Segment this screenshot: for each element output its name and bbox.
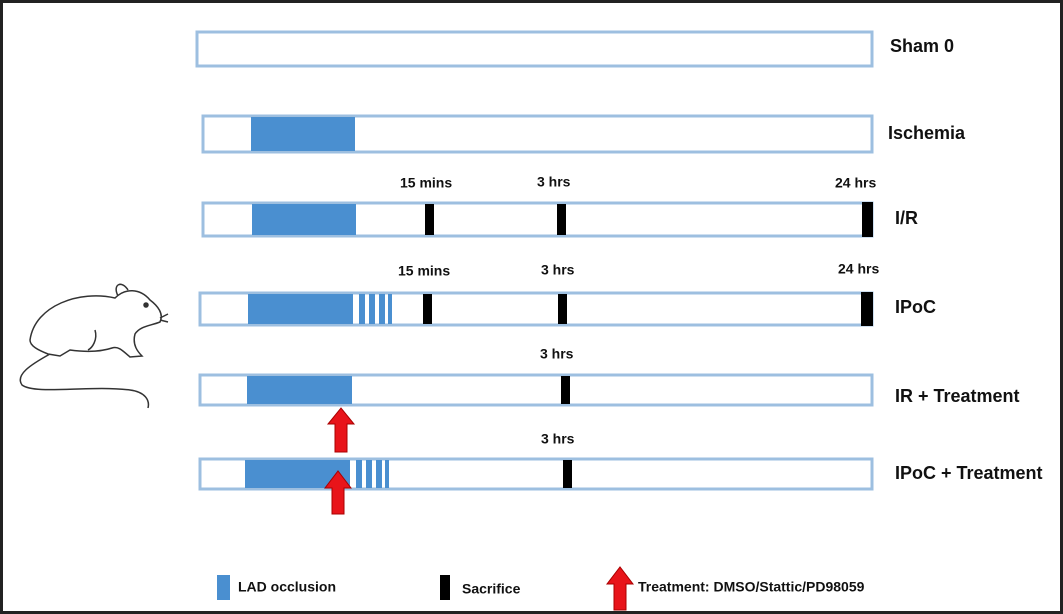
row-label: Sham 0 — [890, 36, 954, 56]
time-label: 15 mins — [400, 175, 452, 191]
postconditioning — [356, 460, 362, 488]
sacrifice — [563, 460, 572, 488]
treatment-arrow — [326, 407, 356, 453]
row-label: IPoC — [895, 297, 936, 317]
occlusion — [252, 204, 356, 235]
row-label: Ischemia — [888, 123, 966, 143]
postconditioning — [388, 294, 392, 324]
legend-label: Sacrifice — [462, 581, 521, 597]
row-label: IR + Treatment — [895, 386, 1020, 406]
sacrifice — [862, 202, 873, 237]
sacrifice — [861, 292, 873, 326]
time-label: 24 hrs — [838, 261, 879, 277]
occlusion — [248, 294, 353, 324]
time-label: 3 hrs — [541, 262, 575, 278]
postconditioning — [359, 294, 365, 324]
row-label: I/R — [895, 208, 918, 228]
time-label: 24 hrs — [835, 175, 876, 191]
legend-label: LAD occlusion — [238, 579, 336, 595]
legend-label: Treatment: DMSO/Stattic/PD98059 — [638, 579, 865, 595]
postconditioning — [385, 460, 389, 488]
treatment-arrow — [323, 470, 353, 515]
sacrifice — [557, 204, 566, 235]
legend-arrow — [605, 566, 635, 611]
occlusion — [247, 376, 352, 404]
time-label: 3 hrs — [541, 431, 575, 447]
postconditioning — [379, 294, 385, 324]
sacrifice — [561, 376, 570, 404]
time-label: 3 hrs — [540, 346, 574, 362]
timeline-bar — [195, 30, 874, 68]
postconditioning — [376, 460, 382, 488]
row-label: IPoC + Treatment — [895, 463, 1043, 483]
sacrifice — [423, 294, 432, 324]
occlusion — [251, 117, 355, 151]
postconditioning — [366, 460, 372, 488]
legend-swatch — [440, 575, 450, 600]
time-label: 3 hrs — [537, 174, 571, 190]
postconditioning — [369, 294, 375, 324]
sacrifice — [425, 204, 434, 235]
time-label: 15 mins — [398, 263, 450, 279]
mouse-icon — [19, 283, 169, 409]
sacrifice — [558, 294, 567, 324]
legend-swatch — [217, 575, 230, 600]
